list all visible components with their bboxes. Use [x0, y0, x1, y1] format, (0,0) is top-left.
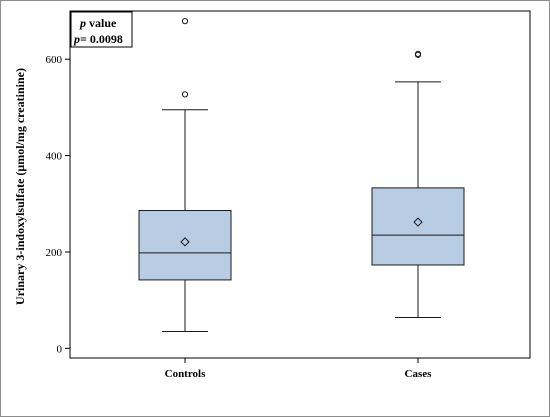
mean-marker-controls	[180, 237, 190, 247]
y-tick-label-400: 400	[46, 151, 63, 163]
annotation-box	[70, 11, 133, 48]
p-value-annotation: p value p= 0.0098	[70, 11, 133, 48]
outlier-cases-2	[414, 50, 422, 57]
x-tick-label-cases: Cases	[405, 368, 433, 380]
annotation-p-value: p= 0.0098	[73, 32, 123, 46]
mean-marker-cases	[413, 217, 423, 227]
y-axis: 0 200 400 600	[46, 54, 70, 355]
outlier-controls-2	[181, 18, 189, 25]
y-axis-label: Urinary 3-indoxylsulfate (μmol/mg creati…	[13, 68, 27, 305]
annotation-title: p value	[79, 16, 117, 30]
x-tick-label-controls: Controls	[165, 368, 206, 380]
outlier-controls-1	[181, 91, 189, 98]
annotation-p-symbol-2: p	[73, 32, 80, 46]
box-controls	[138, 18, 232, 332]
x-axis: Controls Cases	[165, 358, 433, 380]
y-tick-label-0: 0	[57, 343, 63, 355]
annotation-title-rest: value	[86, 16, 117, 30]
boxes	[138, 18, 465, 332]
annotation-p-value-text: = 0.0098	[80, 32, 123, 46]
y-tick-label-600: 600	[46, 54, 63, 66]
y-tick-label-200: 200	[46, 247, 63, 259]
annotation-p-symbol: p	[79, 16, 86, 30]
plot-area	[69, 10, 531, 359]
box-cases	[371, 50, 465, 319]
